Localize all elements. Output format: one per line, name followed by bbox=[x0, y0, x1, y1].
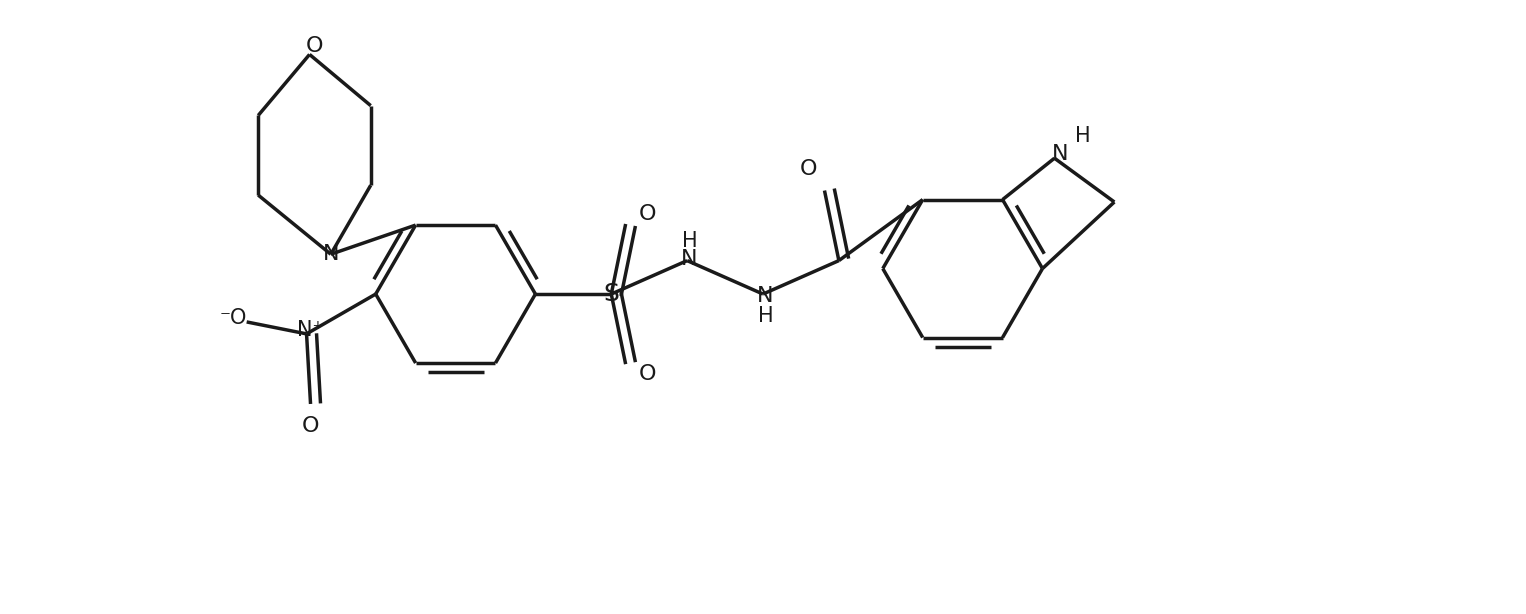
Text: H: H bbox=[1074, 126, 1090, 146]
Text: O: O bbox=[305, 36, 324, 56]
Text: N: N bbox=[757, 286, 774, 306]
Text: O: O bbox=[302, 416, 319, 436]
Text: ⁻O: ⁻O bbox=[220, 308, 247, 328]
Text: N⁺: N⁺ bbox=[298, 320, 324, 340]
Text: O: O bbox=[639, 364, 656, 384]
Text: N: N bbox=[1053, 144, 1068, 164]
Text: H: H bbox=[758, 306, 774, 326]
Text: O: O bbox=[800, 158, 818, 179]
Text: N: N bbox=[322, 244, 339, 264]
Text: O: O bbox=[639, 204, 656, 224]
Text: H: H bbox=[682, 231, 697, 251]
Text: S: S bbox=[603, 282, 620, 306]
Text: N: N bbox=[681, 249, 697, 268]
